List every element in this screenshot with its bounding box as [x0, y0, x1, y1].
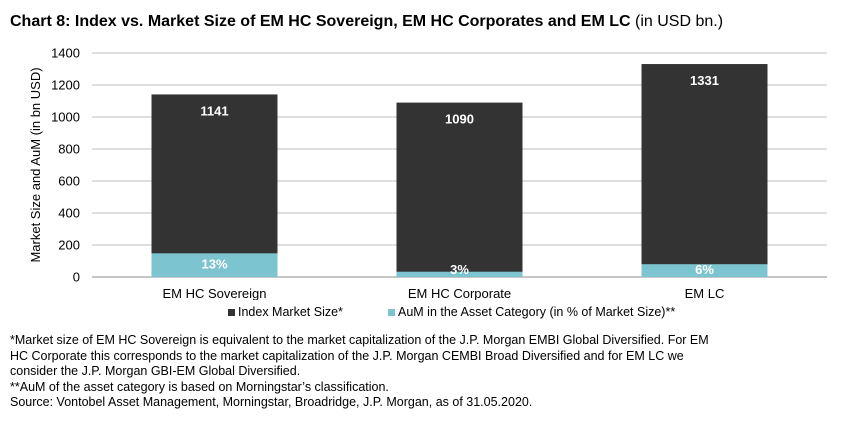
legend-item-aum: AuM in the Asset Category (in % of Marke… [388, 305, 675, 319]
x-axis-ticks: EM HC Sovereign EM HC Corporate EM LC [162, 286, 724, 300]
legend-label-index-market-size: Index Market Size* [238, 305, 343, 319]
data-label-aum: 13% [201, 256, 227, 271]
data-label-index-market-size: 1331 [690, 73, 719, 88]
y-tick-label: 800 [58, 142, 80, 157]
footnote-line: HC Corporate this corresponds to the mar… [10, 348, 684, 363]
x-tick-label: EM HC Sovereign [162, 286, 266, 300]
y-tick-label: 0 [73, 270, 80, 285]
y-axis-ticks: 0 200 400 600 800 1000 1200 1400 [51, 46, 80, 285]
data-label-aum: 6% [695, 262, 714, 277]
legend-swatch-teal [388, 308, 395, 316]
y-tick-label: 200 [58, 238, 80, 253]
y-axis-label: Market Size and AuM (in bn USD) [28, 67, 43, 262]
footnote-line: Source: Vontobel Asset Management, Morni… [10, 395, 533, 409]
bar-aum [641, 264, 768, 277]
y-tick-label: 1200 [51, 78, 80, 93]
y-tick-label: 400 [58, 206, 80, 221]
x-tick-label: EM HC Corporate [408, 286, 511, 300]
footnote-line: **AuM of the asset category is based on … [10, 379, 389, 394]
footnote-line: *Market size of EM HC Sovereign is equiv… [10, 333, 709, 347]
chart-title: Chart 8: Index vs. Market Size of EM HC … [10, 13, 723, 31]
data-label-index-market-size: 1090 [445, 112, 474, 127]
data-label-index-market-size: 1141 [200, 103, 228, 118]
x-tick-label: EM LC [685, 286, 725, 300]
y-tick-label: 600 [58, 174, 80, 189]
legend-item-index-market-size: Index Market Size* [228, 305, 343, 319]
legend-label-aum: AuM in the Asset Category (in % of Marke… [398, 305, 676, 319]
legend-swatch-dark [228, 308, 235, 316]
y-tick-label: 1000 [51, 110, 80, 125]
footnotes: *Market size of EM HC Sovereign is equiv… [10, 333, 830, 411]
bar-index-market-size [641, 64, 768, 277]
y-tick-label: 1400 [51, 46, 80, 61]
bar-aum [151, 253, 278, 277]
data-label-aum: 3% [450, 262, 469, 277]
footnote-line: consider the J.P. Morgan GBI-EM Global D… [10, 364, 301, 378]
bar-aum [396, 271, 523, 277]
bar-index-market-size [151, 94, 278, 277]
chart-title-main: Chart 8: Index vs. Market Size of EM HC … [10, 13, 631, 30]
bar-index-market-size [396, 102, 523, 277]
bars: 1141 13% 1090 3% 1331 6% [151, 64, 768, 277]
chart-title-unit: (in USD bn.) [635, 13, 724, 30]
